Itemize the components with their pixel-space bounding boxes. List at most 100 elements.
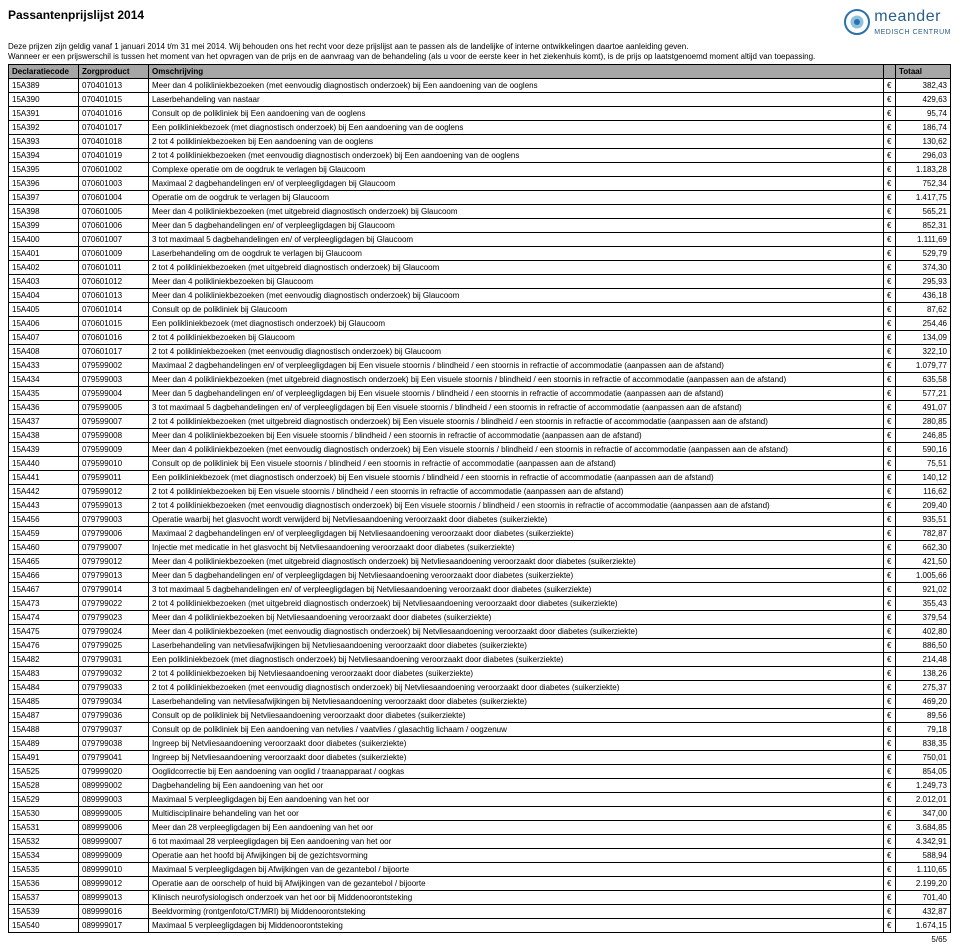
cell-amount: 635,58 — [896, 373, 951, 387]
table-row: 15A390070401015Laserbehandeling van nast… — [9, 93, 951, 107]
cell-amount: 295,93 — [896, 275, 951, 289]
cell-omschrijving: 2 tot 4 polikliniekbezoeken (met eenvoud… — [149, 681, 884, 695]
cell-omschrijving: Meer dan 28 verpleegligdagen bij Een aan… — [149, 821, 884, 835]
cell-zorgproduct: 089999017 — [79, 919, 149, 933]
cell-amount: 355,43 — [896, 597, 951, 611]
cell-zorgproduct: 070401016 — [79, 107, 149, 121]
cell-amount: 565,21 — [896, 205, 951, 219]
cell-currency: € — [884, 233, 896, 247]
table-row: 15A403070601012Meer dan 4 polikliniekbez… — [9, 275, 951, 289]
cell-zorgproduct: 079599002 — [79, 359, 149, 373]
cell-declaratiecode: 15A400 — [9, 233, 79, 247]
cell-declaratiecode: 15A476 — [9, 639, 79, 653]
cell-currency: € — [884, 681, 896, 695]
cell-amount: 852,31 — [896, 219, 951, 233]
cell-omschrijving: 3 tot maximaal 5 dagbehandelingen en/ of… — [149, 233, 884, 247]
cell-amount: 4.342,91 — [896, 835, 951, 849]
cell-amount: 347,00 — [896, 807, 951, 821]
table-row: 15A528089999002Dagbehandeling bij Een aa… — [9, 779, 951, 793]
cell-zorgproduct: 079599005 — [79, 401, 149, 415]
cell-zorgproduct: 079799012 — [79, 555, 149, 569]
cell-currency: € — [884, 513, 896, 527]
table-row: 15A4360795990053 tot maximaal 5 dagbehan… — [9, 401, 951, 415]
table-row: 15A4420795990122 tot 4 polikliniekbezoek… — [9, 485, 951, 499]
cell-declaratiecode: 15A466 — [9, 569, 79, 583]
page-number: 5/65 — [8, 933, 951, 944]
cell-currency: € — [884, 401, 896, 415]
cell-declaratiecode: 15A391 — [9, 107, 79, 121]
cell-omschrijving: Meer dan 4 polikliniekbezoeken (met eenv… — [149, 79, 884, 93]
logo-icon — [844, 9, 870, 35]
cell-zorgproduct: 089999007 — [79, 835, 149, 849]
cell-declaratiecode: 15A389 — [9, 79, 79, 93]
cell-amount: 701,40 — [896, 891, 951, 905]
cell-declaratiecode: 15A404 — [9, 289, 79, 303]
cell-omschrijving: Consult op de polikliniek bij Een aandoe… — [149, 107, 884, 121]
cell-declaratiecode: 15A525 — [9, 765, 79, 779]
cell-currency: € — [884, 779, 896, 793]
table-row: 15A485079799034Laserbehandeling van netv… — [9, 695, 951, 709]
cell-declaratiecode: 15A441 — [9, 471, 79, 485]
cell-amount: 421,50 — [896, 555, 951, 569]
cell-omschrijving: Ingreep bij Netvliesaandoening veroorzaa… — [149, 751, 884, 765]
cell-amount: 246,85 — [896, 429, 951, 443]
cell-zorgproduct: 079799006 — [79, 527, 149, 541]
table-row: 15A540089999017Maximaal 5 verpleegligdag… — [9, 919, 951, 933]
cell-omschrijving: Meer dan 4 polikliniekbezoeken bij Glauc… — [149, 275, 884, 289]
cell-currency: € — [884, 275, 896, 289]
cell-declaratiecode: 15A435 — [9, 387, 79, 401]
cell-declaratiecode: 15A491 — [9, 751, 79, 765]
table-row: 15A441079599011Een polikliniekbezoek (me… — [9, 471, 951, 485]
cell-amount: 374,30 — [896, 261, 951, 275]
cell-zorgproduct: 079799013 — [79, 569, 149, 583]
cell-declaratiecode: 15A442 — [9, 485, 79, 499]
cell-zorgproduct: 070601012 — [79, 275, 149, 289]
cell-omschrijving: Laserbehandeling om de oogdruk te verlag… — [149, 247, 884, 261]
cell-zorgproduct: 079799024 — [79, 625, 149, 639]
cell-currency: € — [884, 863, 896, 877]
table-row: 15A456079799003Operatie waarbij het glas… — [9, 513, 951, 527]
cell-declaratiecode: 15A460 — [9, 541, 79, 555]
cell-omschrijving: 2 tot 4 polikliniekbezoeken (met eenvoud… — [149, 345, 884, 359]
cell-omschrijving: 2 tot 4 polikliniekbezoeken (met uitgebr… — [149, 597, 884, 611]
table-row: 15A465079799012Meer dan 4 polikliniekbez… — [9, 555, 951, 569]
cell-declaratiecode: 15A408 — [9, 345, 79, 359]
table-row: 15A531089999006Meer dan 28 verpleegligda… — [9, 821, 951, 835]
cell-amount: 752,34 — [896, 177, 951, 191]
table-row: 15A476079799025Laserbehandeling van netv… — [9, 639, 951, 653]
cell-zorgproduct: 070401015 — [79, 93, 149, 107]
table-row: 15A488079799037Consult op de polikliniek… — [9, 723, 951, 737]
table-row: 15A460079799007Injectie met medicatie in… — [9, 541, 951, 555]
cell-currency: € — [884, 891, 896, 905]
table-row: 15A525079999020Ooglidcorrectie bij Een a… — [9, 765, 951, 779]
cell-amount: 186,74 — [896, 121, 951, 135]
cell-amount: 854,05 — [896, 765, 951, 779]
table-row: 15A535089999010Maximaal 5 verpleegligdag… — [9, 863, 951, 877]
table-row: 15A4430795990132 tot 4 polikliniekbezoek… — [9, 499, 951, 513]
price-table: Declaratiecode Zorgproduct Omschrijving … — [8, 64, 951, 933]
table-row: 15A405070601014Consult op de polikliniek… — [9, 303, 951, 317]
cell-omschrijving: Complexe operatie om de oogdruk te verla… — [149, 163, 884, 177]
cell-currency: € — [884, 289, 896, 303]
cell-declaratiecode: 15A531 — [9, 821, 79, 835]
logo-sub: MEDISCH CENTRUM — [874, 29, 951, 36]
cell-omschrijving: Maximaal 5 verpleegligdagen bij Middenoo… — [149, 919, 884, 933]
cell-omschrijving: 2 tot 4 polikliniekbezoeken (met eenvoud… — [149, 499, 884, 513]
intro-line-2: Wanneer er een prijswerschil is tussen h… — [8, 52, 951, 62]
cell-currency: € — [884, 373, 896, 387]
cell-amount: 130,62 — [896, 135, 951, 149]
cell-zorgproduct: 079799022 — [79, 597, 149, 611]
cell-currency: € — [884, 737, 896, 751]
cell-declaratiecode: 15A399 — [9, 219, 79, 233]
cell-amount: 491,07 — [896, 401, 951, 415]
cell-zorgproduct: 079599011 — [79, 471, 149, 485]
cell-zorgproduct: 070601015 — [79, 317, 149, 331]
cell-omschrijving: 2 tot 4 polikliniekbezoeken bij Glaucoom — [149, 331, 884, 345]
cell-zorgproduct: 079799033 — [79, 681, 149, 695]
table-row: 15A4840797990332 tot 4 polikliniekbezoek… — [9, 681, 951, 695]
cell-declaratiecode: 15A489 — [9, 737, 79, 751]
cell-declaratiecode: 15A434 — [9, 373, 79, 387]
cell-amount: 116,62 — [896, 485, 951, 499]
table-row: 15A474079799023Meer dan 4 polikliniekbez… — [9, 611, 951, 625]
cell-declaratiecode: 15A438 — [9, 429, 79, 443]
